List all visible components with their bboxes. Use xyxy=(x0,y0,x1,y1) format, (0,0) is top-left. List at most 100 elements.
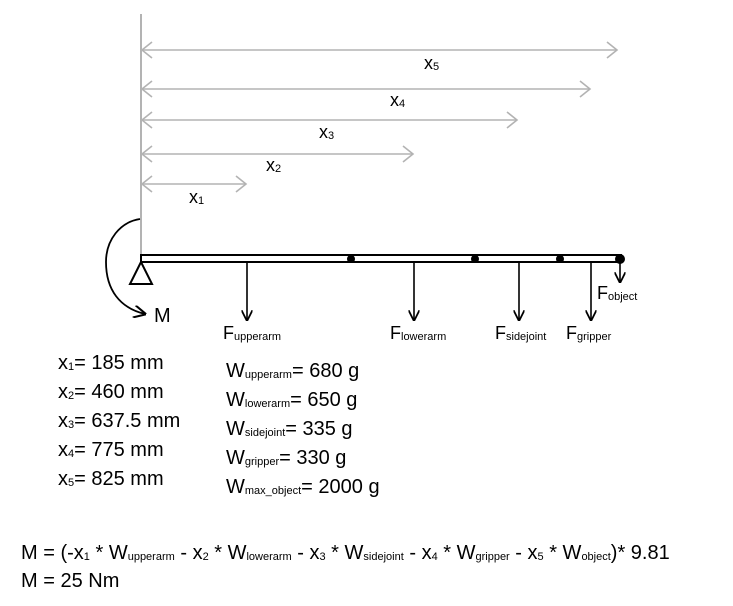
joint-lowerarm xyxy=(347,255,355,263)
label-x3: x3 xyxy=(319,122,334,142)
weight-row: Wmax_object= 2000 g xyxy=(226,475,380,504)
dimension-x3 xyxy=(140,111,519,129)
joint-object xyxy=(615,254,625,264)
weight-var: W xyxy=(226,447,245,469)
eq-t1-w: W xyxy=(108,542,128,564)
eq-t5-xs: 5 xyxy=(537,551,544,563)
eq-t2-w: W xyxy=(227,542,247,564)
eq-t2-op: * xyxy=(208,542,228,564)
eq-t1-xs: 1 xyxy=(83,551,90,563)
beam xyxy=(140,254,622,263)
distance-value: = 775 mm xyxy=(74,439,164,461)
weight-sub: gripper xyxy=(244,456,280,468)
eq-sep1: - xyxy=(174,542,193,564)
dimension-x4 xyxy=(140,80,592,98)
distance-var: x xyxy=(58,410,68,432)
weight-var: W xyxy=(226,476,245,498)
eq-lhs: M = (- xyxy=(21,542,74,564)
weight-value: = 2000 g xyxy=(301,476,380,498)
label-x1: x1 xyxy=(189,187,204,207)
label-x4: x4 xyxy=(390,90,405,110)
dimension-x2 xyxy=(140,145,415,163)
eq-t4-op: * xyxy=(437,542,457,564)
distance-row: x2= 460 mm xyxy=(58,380,180,409)
distance-sub: 4 xyxy=(68,448,75,460)
eq-t1-op: * xyxy=(89,542,109,564)
distance-sub: 2 xyxy=(68,390,75,402)
eq-t4-x: x xyxy=(421,542,432,564)
force-label-upperarm: Fupperarm xyxy=(223,323,281,343)
eq-sep3: - xyxy=(403,542,422,564)
force-label-lowerarm: Flowerarm xyxy=(390,323,446,343)
weights-list: Wupperarm= 680 g Wlowerarm= 650 g Wsidej… xyxy=(226,359,380,504)
label-x5-var: x xyxy=(424,53,433,73)
force-label-gripper: Fgripper xyxy=(566,323,611,343)
eq-t4-w: W xyxy=(456,542,476,564)
eq-t3-ws: sidejoint xyxy=(363,551,404,563)
weight-value: = 680 g xyxy=(291,360,360,382)
eq-t5-op: * xyxy=(543,542,563,564)
eq-t2-xs: 2 xyxy=(202,551,209,563)
force-sidejoint-sub: sidejoint xyxy=(506,331,547,343)
distance-var: x xyxy=(58,468,68,490)
force-upperarm-var: F xyxy=(223,323,234,343)
label-x1-sub: 1 xyxy=(198,195,205,207)
eq-t4-ws: gripper xyxy=(475,551,510,563)
distance-value: = 460 mm xyxy=(74,381,164,403)
force-sidejoint-var: F xyxy=(495,323,506,343)
weight-value: = 650 g xyxy=(290,389,358,411)
label-x3-sub: 3 xyxy=(328,130,335,142)
distance-sub: 5 xyxy=(68,477,75,489)
force-object-var: F xyxy=(597,283,608,303)
distance-var: x xyxy=(58,439,68,461)
label-x3-var: x xyxy=(319,122,328,142)
force-label-object: Fobject xyxy=(597,283,637,303)
eq-t2-ws: lowerarm xyxy=(246,551,292,563)
eq-t3-op: * xyxy=(325,542,345,564)
moment-arrow xyxy=(105,218,145,314)
distance-value: = 825 mm xyxy=(74,468,164,490)
moment-equation: M = (-x1 * Wupperarm - x2 * Wlowerarm - … xyxy=(21,541,670,565)
eq-t1-ws: upperarm xyxy=(127,551,175,563)
weight-row: Wsidejoint= 335 g xyxy=(226,417,380,446)
moment-label: M xyxy=(154,305,171,327)
weight-sub: sidejoint xyxy=(244,427,286,439)
joint-sidejoint xyxy=(471,255,479,263)
force-object-sub: object xyxy=(608,291,638,303)
distance-row: x4= 775 mm xyxy=(58,438,180,467)
eq-t3-x: x xyxy=(309,542,320,564)
dimension-x5 xyxy=(140,41,619,59)
eq-t2-x: x xyxy=(192,542,203,564)
pin-support xyxy=(128,259,154,285)
eq-t1-x: x xyxy=(73,542,84,564)
distance-var: x xyxy=(58,352,68,374)
distances-list: x1= 185 mm x2= 460 mm x3= 637.5 mm x4= 7… xyxy=(58,351,180,496)
label-x2-var: x xyxy=(266,155,275,175)
distance-value: = 185 mm xyxy=(74,352,164,374)
weight-row: Wlowerarm= 650 g xyxy=(226,388,380,417)
weight-value: = 335 g xyxy=(285,418,353,440)
moment-result: M = 25 Nm xyxy=(21,570,120,592)
weight-row: Wgripper= 330 g xyxy=(226,446,380,475)
distance-var: x xyxy=(58,381,68,403)
distance-sub: 3 xyxy=(68,419,75,431)
label-x1-var: x xyxy=(189,187,198,207)
label-x4-var: x xyxy=(390,90,399,110)
distance-row: x5= 825 mm xyxy=(58,467,180,496)
eq-t5-w: W xyxy=(562,542,582,564)
force-label-sidejoint: Fsidejoint xyxy=(495,323,546,343)
eq-t3-w: W xyxy=(344,542,364,564)
label-x2: x2 xyxy=(266,155,281,175)
weight-sub: upperarm xyxy=(244,369,292,381)
distance-value: = 637.5 mm xyxy=(74,410,181,432)
distance-row: x1= 185 mm xyxy=(58,351,180,380)
eq-t4-xs: 4 xyxy=(431,551,438,563)
weight-sub: lowerarm xyxy=(244,398,291,410)
weight-var: W xyxy=(226,418,245,440)
eq-t3-xs: 3 xyxy=(319,551,326,563)
weight-var: W xyxy=(226,360,245,382)
eq-tail: )* 9.81 xyxy=(610,542,670,564)
eq-t5-ws: object xyxy=(581,551,611,563)
force-gripper-var: F xyxy=(566,323,577,343)
eq-sep4: - xyxy=(509,542,528,564)
